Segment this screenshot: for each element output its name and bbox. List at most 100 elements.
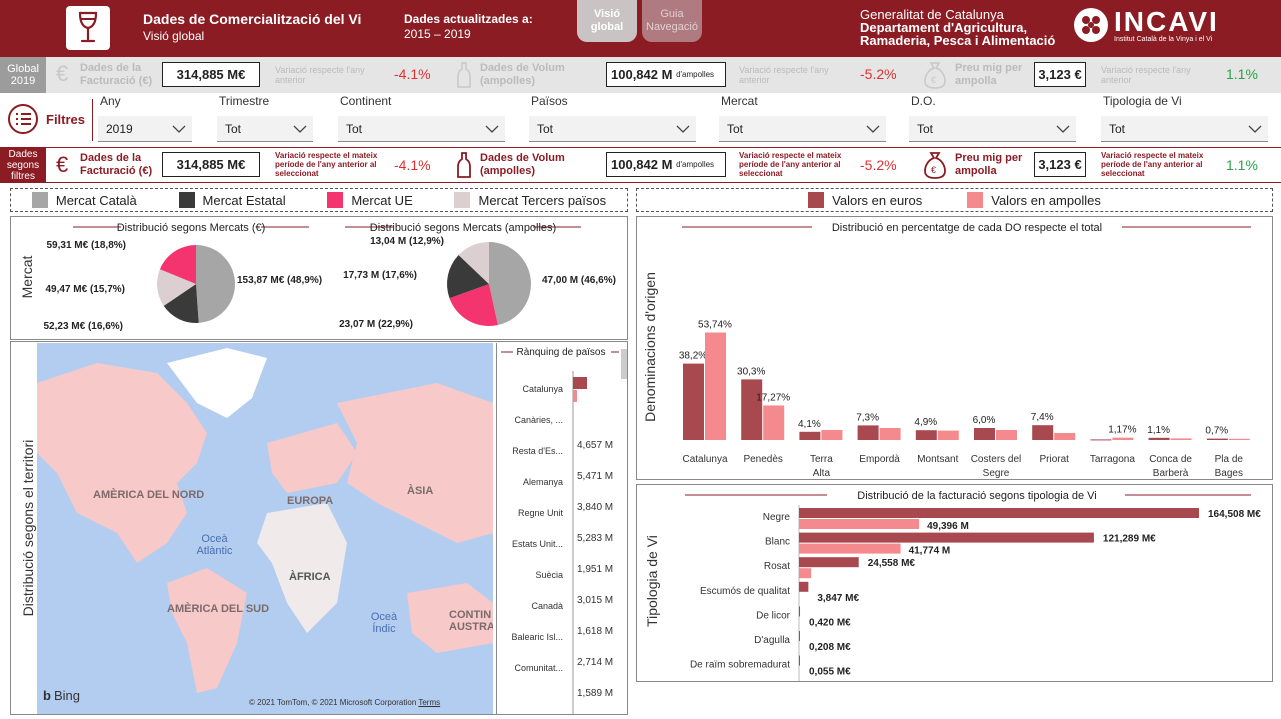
incavi-logo-icon [1074, 8, 1108, 42]
filter-value-5: Tot [917, 121, 934, 136]
filter-dropdown-0[interactable]: 2019 [98, 116, 192, 142]
map-label-sa: AMÈRICA DEL SUD [167, 603, 270, 615]
market-legend-swatch-0 [31, 192, 48, 208]
tip-category-0: Negre [763, 512, 791, 523]
filter-dropdown-2[interactable]: Tot [338, 116, 505, 142]
values-legend-label-0: Valors en euros [832, 192, 923, 208]
chevron-down-icon [293, 122, 307, 136]
ranking-value-9: 1,589 M [577, 688, 613, 699]
do-category-line2-8: Barberà [1153, 468, 1189, 479]
visio-global-button[interactable]: Visió global [577, 0, 637, 42]
page-title: Dades de Comercialització del Vi [143, 11, 362, 27]
volume-unit: d'ampolles [676, 70, 715, 79]
values-legend-swatch-0 [808, 192, 825, 208]
ranking-bar-euros [573, 377, 587, 389]
ranking-value-4: 5,283 M [577, 533, 613, 544]
pie-title: Distribució segons Mercats (€) [117, 222, 266, 234]
filter-label-4: Mercat [721, 94, 758, 108]
ranking-value-7: 1,618 M [577, 626, 613, 637]
volume-label: Dades de Volum (ampolles) [480, 62, 565, 87]
ranking-bar-bottles [573, 390, 577, 402]
tip-bar-euros-0 [799, 508, 1199, 518]
ranking-country-5: Estats Unit... [512, 539, 563, 549]
map-terms-link[interactable]: Terms [418, 698, 441, 707]
filter-dropdown-6[interactable]: Tot [1101, 116, 1268, 142]
do-category-6: Priorat [1039, 454, 1069, 465]
filters-divider [92, 99, 93, 141]
ranking-country-3: Alemanya [523, 477, 563, 487]
do-category-5: Costers del [971, 454, 1022, 465]
volume-var-filtered: -5.2% [860, 157, 897, 173]
values-legend: Valors en euros Valors en ampolles [636, 188, 1273, 212]
ranking-country-0: Catalunya [522, 384, 563, 394]
ranking-country-9: Comunitat... [514, 663, 563, 673]
do-bar-bottles-4 [937, 430, 959, 440]
do-bar-euros-1 [741, 379, 763, 440]
market-legend-item-1[interactable]: Mercat Estatal [178, 192, 286, 208]
do-category-0: Catalunya [682, 454, 727, 465]
pie-data-label-3: 59,31 M€ (18,8%) [47, 240, 127, 251]
filter-value-2: Tot [346, 121, 363, 136]
price-value: 3,123 € [1034, 62, 1086, 87]
tipologia-chart-svg: Distribució de la facturació segons tipo… [685, 490, 1261, 681]
header-bar: Dades de Comercialització del Vi Visió g… [0, 0, 1281, 57]
pie-slice-2 [157, 269, 196, 306]
tip-bar-bottles-0 [799, 519, 920, 529]
filter-dropdown-3[interactable]: Tot [529, 116, 696, 142]
map-credit: © 2021 TomTom, © 2021 Microsoft Corporat… [249, 698, 440, 707]
do-bar-bottles-1 [763, 405, 785, 440]
tip-euros-label-5: 0,208 M€ [809, 642, 851, 653]
market-legend-label-3: Mercat Tercers països [478, 192, 607, 208]
do-data-label-0-5: 6,0% [973, 415, 996, 426]
pie-slice-3 [159, 245, 196, 284]
pie-title: Distribució segons Mercats (ampolles) [370, 222, 556, 234]
filter-dropdown-1[interactable]: Tot [217, 116, 313, 142]
billing-var-label-filtered: Variació respecte el mateix període de l… [275, 151, 378, 179]
tip-bar-euros-3 [799, 581, 809, 592]
values-legend-item-1[interactable]: Valors en ampolles [967, 192, 1101, 208]
bing-brand: Bing [53, 688, 80, 703]
do-category-7: Tarragona [1090, 454, 1135, 465]
do-bar-euros-9 [1206, 438, 1228, 440]
guia-navegacio-button[interactable]: Guia Navegació [642, 0, 702, 42]
filter-dropdown-4[interactable]: Tot [719, 116, 886, 142]
volume-value: 100,842 M [611, 67, 673, 82]
billing-var-label: Variació respecte l'any anterior [275, 65, 365, 86]
filter-list-icon[interactable] [8, 104, 38, 134]
price-label-filtered: Preu mig per ampolla [955, 152, 1023, 177]
market-legend-item-0[interactable]: Mercat Català [31, 192, 137, 208]
updated-label: Dades actualitzades a: [404, 12, 533, 26]
do-data-label-0-8: 1,1% [1147, 425, 1170, 436]
do-bar-euros-5 [974, 428, 995, 440]
filter-label-0: Any [100, 94, 121, 108]
do-bar-euros-2 [799, 431, 821, 440]
values-legend-item-0[interactable]: Valors en euros [808, 192, 922, 208]
ranking-scrollbar[interactable] [621, 349, 627, 379]
market-legend-item-3[interactable]: Mercat Tercers països [454, 192, 606, 208]
do-category-line2-5: Segre [983, 468, 1010, 479]
filter-label-5: D.O. [911, 94, 936, 108]
volume-var-label-filtered: Variació respecte el mateix període de l… [739, 151, 842, 179]
filter-label-2: Continent [340, 94, 392, 108]
filter-dropdown-5[interactable]: Tot [909, 116, 1076, 142]
price-bag-icon: € [924, 61, 946, 94]
chevron-down-icon [1056, 122, 1070, 136]
ranking-value-6: 3,015 M [577, 595, 613, 606]
do-category-2: Terra [810, 454, 833, 465]
map-label-africa: ÀFRICA [289, 571, 331, 583]
ranking-value-8: 2,714 M [577, 657, 613, 668]
price-var-filtered: 1.1% [1226, 157, 1258, 173]
tip-bar-euros-4 [799, 606, 801, 617]
market-legend-item-2[interactable]: Mercat UE [327, 192, 413, 208]
world-map[interactable]: AMÈRICA DEL NORD EUROPA ÀSIA ÀFRICA AMÈR… [37, 343, 493, 714]
bing-logo: b Bing [43, 688, 80, 703]
euro-icon-filtered: € [56, 152, 69, 177]
pie-data-label-1: 52,23 M€ (16,6%) [44, 321, 124, 332]
ranking-panel: Rànquing de països Catalunya Canàries, ...… [496, 343, 628, 714]
tip-bottles-label-1: 41,774 M [909, 546, 951, 557]
tipologia-panel: Tipologia de Vi Distribució de la factur… [636, 484, 1273, 682]
map-credit-text: © 2021 TomTom, © 2021 Microsoft Corporat… [249, 698, 417, 707]
do-bar-euros-0 [683, 363, 704, 440]
global-tag: Global 2019 [0, 57, 46, 93]
do-category-4: Montsant [917, 454, 958, 465]
